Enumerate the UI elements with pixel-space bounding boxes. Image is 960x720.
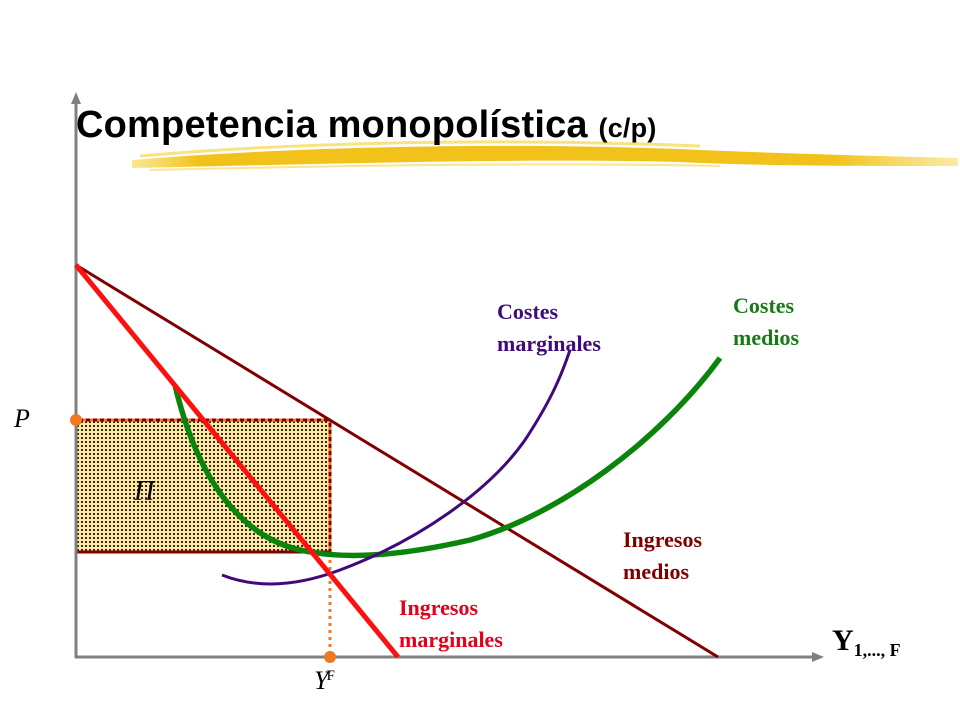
ingresos-marginales-line	[74, 263, 400, 659]
title-suffix: (c/p)	[598, 113, 657, 143]
quantity-axis-sub: 1,..., F	[853, 640, 901, 660]
axes	[71, 92, 824, 662]
profit-label: Π	[134, 476, 155, 507]
costes-marginales-label: Costes marginales	[497, 299, 601, 356]
page-title: Competencia monopolística (c/p)	[76, 104, 657, 147]
quantity-axis-main: Y	[832, 624, 854, 657]
ingresos-medios-label: Ingresos medios	[623, 527, 703, 584]
costes-medios-curve	[172, 356, 723, 559]
quantity-marker-dot	[324, 651, 336, 663]
profit-area	[76, 420, 330, 552]
quantity-marker-label: YF	[314, 666, 335, 696]
ingresos-marginales-label: Ingresos marginales	[399, 595, 503, 652]
costes-marginales-curve	[221, 349, 572, 586]
price-marker-dot	[70, 414, 82, 426]
costes-medios-label: Costes medios	[733, 293, 799, 350]
price-axis-label: P	[14, 404, 30, 433]
quantity-marker-main: Y	[314, 666, 329, 695]
quantity-axis-label: Y1,..., F	[832, 624, 901, 661]
title-highlight	[132, 140, 958, 171]
title-main: Competencia monopolística	[76, 104, 588, 146]
quantity-marker-sup: F	[326, 668, 335, 684]
ingresos-medios-line	[75, 263, 719, 659]
